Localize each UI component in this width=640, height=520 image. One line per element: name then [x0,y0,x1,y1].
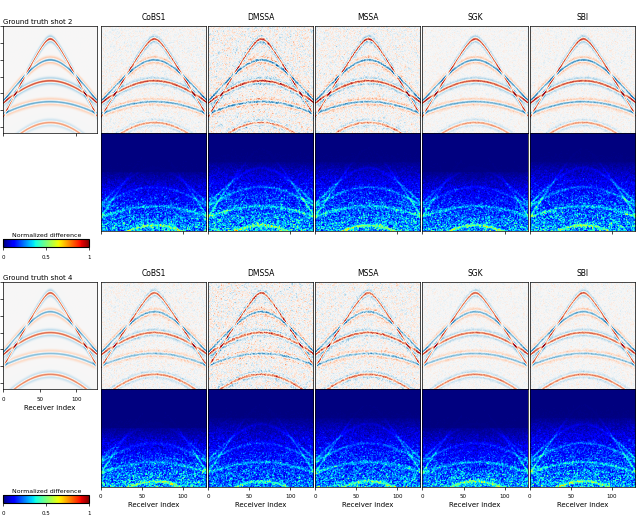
Text: CoBS1: CoBS1 [141,269,166,278]
X-axis label: Receiver index: Receiver index [128,502,179,508]
X-axis label: Receiver index: Receiver index [557,502,608,508]
Text: Ground truth shot 2: Ground truth shot 2 [3,19,72,24]
Text: DMSSA: DMSSA [247,14,275,22]
Text: SGK: SGK [467,14,483,22]
Text: MSSA: MSSA [357,14,379,22]
Text: CoBS1: CoBS1 [141,14,166,22]
Text: SBI: SBI [576,269,588,278]
Title: Normalized difference: Normalized difference [12,233,81,238]
Text: SBI: SBI [576,14,588,22]
X-axis label: Receiver index: Receiver index [449,502,500,508]
X-axis label: Receiver index: Receiver index [235,502,286,508]
X-axis label: Receiver index: Receiver index [342,502,394,508]
Text: Ground truth shot 4: Ground truth shot 4 [3,275,72,281]
X-axis label: Receiver index: Receiver index [24,405,76,411]
Text: SGK: SGK [467,269,483,278]
Text: MSSA: MSSA [357,269,379,278]
Title: Normalized difference: Normalized difference [12,489,81,494]
Text: DMSSA: DMSSA [247,269,275,278]
